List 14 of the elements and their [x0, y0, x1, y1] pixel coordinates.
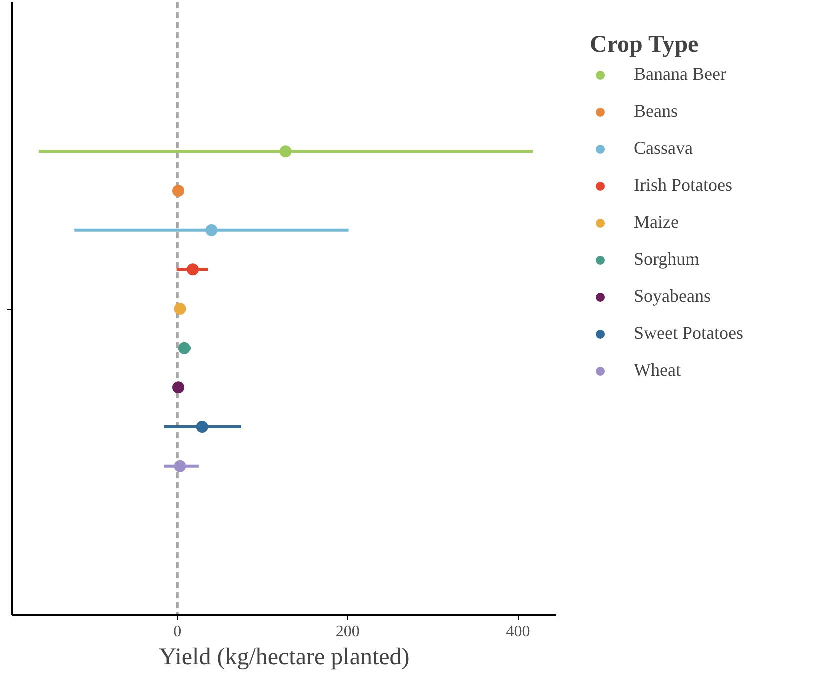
x-tick-label: 0 [174, 624, 182, 640]
x-axis-title: Yield (kg/hectare planted) [159, 644, 410, 670]
legend-title: Crop Type [590, 32, 700, 59]
legend-label: Soyabeans [634, 286, 711, 307]
legend-label: Beans [634, 101, 678, 122]
legend-label: Maize [634, 212, 679, 233]
legend-label: Sweet Potatoes [634, 323, 744, 344]
legend-label: Sorghum [634, 249, 700, 270]
legend-label: Wheat [634, 360, 681, 381]
legend-label: Cassava [634, 138, 693, 159]
x-tick-label: 200 [336, 624, 360, 640]
x-tick-label: 400 [506, 624, 530, 640]
legend-label: Irish Potatoes [634, 175, 732, 196]
legend-label: Banana Beer [634, 64, 726, 85]
